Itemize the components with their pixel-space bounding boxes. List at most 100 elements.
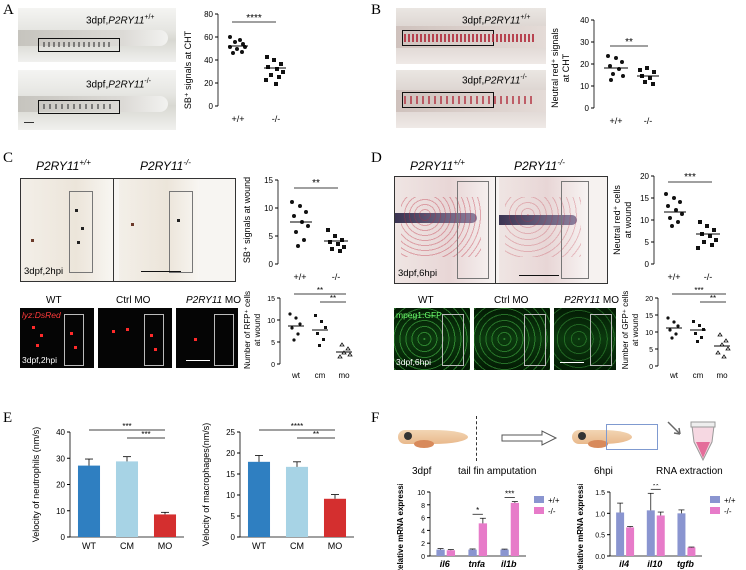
significance-label: ***	[684, 172, 696, 183]
x-tick-label: WT	[252, 541, 266, 551]
y-tick: 15	[645, 313, 653, 320]
y-tick-label: 25	[226, 428, 235, 437]
x-tick: +/+	[667, 272, 680, 282]
bar-chart-proinflammatory-expression: Relative mRNA expression 0 2 4 6 8 10 il6 tnfa * i…	[396, 484, 560, 570]
x-tick: -/-	[644, 116, 653, 126]
y-tick-label: 10	[56, 507, 65, 516]
y-tick: 0	[585, 104, 590, 113]
label-a-ko: 3dpf,P2RY11-/-	[86, 78, 151, 91]
x-tick: wt	[291, 371, 301, 380]
panel-letter-a: A	[3, 2, 14, 18]
y-tick: 0	[645, 260, 650, 269]
legend-swatch	[710, 507, 720, 514]
panel-letter-e: E	[3, 410, 13, 426]
bar	[436, 549, 445, 556]
legend-label: -/-	[724, 507, 732, 516]
x-tick-label: tgfb	[677, 559, 694, 569]
x-tick: mo	[716, 371, 728, 380]
bar	[77, 465, 101, 537]
significance-label: ***	[141, 430, 150, 439]
row2-label-d-mo: P2RY11 MO	[564, 295, 620, 306]
fish-image-a-wt	[18, 8, 176, 62]
panel-letter-c: C	[3, 150, 14, 166]
y-tick: 20	[645, 296, 653, 303]
y-tick-label: 40	[56, 428, 65, 437]
arrow-icon	[500, 430, 560, 451]
row2-label-c-wt: WT	[46, 295, 62, 306]
title-c-ko: P2RY11-/-	[140, 158, 191, 173]
x-tick-label: MO	[328, 541, 343, 551]
x-tick-label: tnfa	[468, 559, 485, 569]
y-tick-label: 8	[421, 503, 425, 510]
stage-c: 3dpf,2hpi	[24, 266, 64, 277]
significance-label: *	[476, 506, 479, 515]
y-axis-label: at wound	[253, 314, 262, 346]
label-a-wt: 3dpf,P2RY11+/+	[86, 14, 155, 27]
y-axis-label: Relative mRNA expression	[576, 484, 585, 570]
x-tick: +/+	[231, 114, 244, 124]
y-tick: 10	[645, 330, 653, 337]
y-axis-label: at wound	[623, 202, 633, 239]
x-tick-label: CM	[290, 541, 304, 551]
scale-bar	[519, 275, 559, 276]
dot-plot-d-bottom: Number of GFP⁺ cells at wound 20 15 10 5…	[621, 286, 731, 380]
y-tick-label: 2	[421, 541, 425, 548]
workflow-step-rna: RNA extraction	[656, 466, 723, 477]
fluorescence-image-c-mo	[176, 308, 238, 368]
dot-plot-c-top: SB⁺ signals at wound 15 10 5 0 ** +/+ -/…	[242, 176, 348, 282]
significance-label: **	[312, 178, 320, 189]
bar-chart-macrophage-velocity: Velocity of macrophages(nm/s) 0 5 10 15 20 25 W…	[201, 422, 354, 551]
fish-6hpi-illustration	[572, 424, 658, 450]
roi-box	[69, 191, 93, 273]
legend-label: -/-	[548, 507, 556, 516]
x-tick: cm	[693, 371, 704, 380]
roi-box	[457, 181, 489, 279]
bar	[478, 523, 488, 556]
bar	[656, 515, 665, 556]
roi-box	[169, 191, 193, 273]
stage2-d: 3dpf,6hpi	[396, 357, 431, 367]
y-tick: 15	[640, 194, 649, 203]
x-tick-label: CM	[120, 541, 134, 551]
legend-swatch	[534, 496, 544, 503]
legend-swatch	[710, 496, 720, 503]
x-tick: -/-	[272, 114, 281, 124]
y-tick-label: 6	[421, 516, 425, 523]
y-tick-label: 10	[226, 491, 235, 500]
scale-bar	[141, 271, 181, 272]
significance-label: ****	[246, 13, 262, 24]
significance-label: **	[313, 430, 319, 439]
y-tick: 0	[649, 364, 653, 371]
y-axis-label: Velocity of macrophages(nm/s)	[201, 423, 211, 547]
y-axis-label: SB⁺ signals at wound	[242, 177, 252, 263]
bar	[323, 498, 347, 537]
x-tick-label: il10	[647, 559, 662, 569]
dot-plot-b: Neutral red⁺ signals at CHT 40 30 20 10 …	[550, 16, 659, 126]
y-tick: 40	[204, 56, 213, 65]
y-tick: 5	[271, 340, 275, 347]
significance-label: **	[317, 286, 323, 295]
x-tick: -/-	[332, 272, 341, 282]
title-c-wt: P2RY11+/+	[36, 158, 91, 173]
y-tick-label: 30	[56, 454, 65, 463]
y-tick: 0	[269, 260, 274, 269]
fish-3dpf-illustration	[398, 424, 468, 450]
significance-label: **	[330, 294, 336, 303]
fish-image-a-ko	[18, 70, 176, 130]
x-tick-label: il4	[619, 559, 629, 569]
workflow-step-amputation: tail fin amputation	[458, 466, 537, 477]
legend-label: +/+	[548, 496, 560, 505]
x-tick: wt	[669, 371, 679, 380]
fish-image-b-ko	[396, 70, 546, 128]
y-tick: 80	[204, 10, 213, 19]
x-tick: mo	[338, 371, 350, 380]
x-tick: +/+	[293, 272, 306, 282]
y-axis-label: Neutral red⁺ cells	[612, 185, 622, 255]
y-axis-label: Number of GFP⁺ cells	[621, 291, 630, 369]
tube-icon	[690, 420, 716, 469]
y-tick: 20	[204, 79, 213, 88]
bar	[285, 466, 309, 537]
y-tick: 0	[209, 102, 214, 111]
significance-label: ****	[291, 422, 303, 431]
marker-d: mpeg1:GFP	[396, 310, 442, 320]
